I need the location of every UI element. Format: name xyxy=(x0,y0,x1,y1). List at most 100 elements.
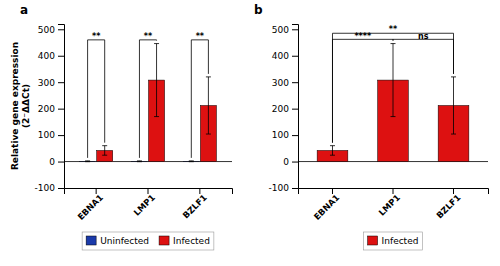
tick-label: 500 xyxy=(38,25,55,35)
error-bar xyxy=(391,44,396,117)
x-axis: EBNA1 LMP1 BZLF1 xyxy=(65,188,233,222)
significance-label: ** xyxy=(92,32,101,41)
tick-mark xyxy=(58,109,64,110)
tick-mark xyxy=(58,188,64,189)
significance-bracket xyxy=(393,39,454,74)
tick-label: BZLF1 xyxy=(434,192,462,220)
y-axis: -100 0 100 200 300 400 500 xyxy=(269,25,299,194)
tick: 0 xyxy=(283,157,298,167)
error-bar xyxy=(137,160,142,162)
panel: -1000100200300400500EBNA1LMP1BZLF1******… xyxy=(10,3,233,250)
tick: 200 xyxy=(38,104,64,114)
tick-label: 200 xyxy=(272,104,289,114)
tick-label: -100 xyxy=(269,183,290,193)
significance-bracket xyxy=(88,40,105,158)
tick: 100 xyxy=(38,130,64,140)
legend-frame xyxy=(364,232,423,250)
tick-label: 100 xyxy=(272,130,289,140)
legend-label: Uninfected xyxy=(100,236,149,246)
tick-label: 400 xyxy=(272,51,289,61)
annotations: ******ns xyxy=(332,25,453,142)
tick-label: -100 xyxy=(35,183,56,193)
tick: LMP1 xyxy=(132,188,158,218)
tick-label: 0 xyxy=(283,157,289,167)
bar-series xyxy=(317,44,469,162)
significance-bracket xyxy=(332,39,393,142)
tick: 500 xyxy=(38,25,64,35)
annotations: ** ** ** xyxy=(88,32,209,158)
legend-label: Infected xyxy=(382,236,419,246)
legend: Uninfected Infected xyxy=(82,232,214,250)
significance-bracket xyxy=(332,33,453,142)
error-bar xyxy=(85,160,90,162)
tick-mark xyxy=(292,109,298,110)
error-bar xyxy=(206,77,211,134)
y-axis-title: (2⁻ΔΔCt) xyxy=(21,84,31,128)
tick-label: LMP1 xyxy=(377,192,403,218)
tick: EBNA1 xyxy=(312,188,342,222)
y-axis-title: Relative gene expression xyxy=(10,42,20,170)
significance-bracket xyxy=(139,40,156,158)
tick: 100 xyxy=(272,130,298,140)
legend-label: Infected xyxy=(173,236,210,246)
plot-area xyxy=(298,44,488,162)
chart-container: -1000100200300400500EBNA1LMP1BZLF1******… xyxy=(0,0,500,266)
bar xyxy=(80,161,96,162)
tick: EBNA1 xyxy=(75,188,105,222)
tick-mark xyxy=(58,82,64,83)
tick-label: EBNA1 xyxy=(312,192,342,222)
tick-mark xyxy=(292,162,298,163)
tick: 300 xyxy=(272,78,298,88)
significance-label: ** xyxy=(196,32,205,41)
tick: BZLF1 xyxy=(181,188,209,220)
tick: 500 xyxy=(272,25,298,35)
tick-mark xyxy=(292,29,298,30)
chart-svg: -1000100200300400500EBNA1LMP1BZLF1******… xyxy=(0,0,500,266)
tick: 400 xyxy=(38,51,64,61)
error-bar xyxy=(451,77,456,134)
legend-item: Infected xyxy=(159,236,210,246)
tick: -100 xyxy=(35,183,64,193)
tick-mark xyxy=(58,162,64,163)
y-axis: -100 0 100 200 300 400 500 xyxy=(35,25,65,194)
error-bar xyxy=(189,160,194,162)
tick-label: 0 xyxy=(49,157,55,167)
tick-label: LMP1 xyxy=(132,192,158,218)
bar-series xyxy=(97,44,217,162)
tick-mark xyxy=(58,135,64,136)
tick: 400 xyxy=(272,51,298,61)
tick-mark xyxy=(292,188,298,189)
significance-bracket xyxy=(191,40,208,158)
tick: LMP1 xyxy=(377,188,403,218)
significance-label: ** xyxy=(389,25,398,34)
tick-mark xyxy=(292,82,298,83)
legend-frame xyxy=(82,232,214,250)
bar xyxy=(183,161,199,162)
tick: 300 xyxy=(38,78,64,88)
tick-mark xyxy=(292,135,298,136)
panel-title: b xyxy=(254,3,263,17)
legend: Infected xyxy=(364,232,423,250)
panel-title: a xyxy=(20,3,28,17)
error-bar xyxy=(102,146,107,156)
significance-label: ** xyxy=(144,32,153,41)
tick-label: 100 xyxy=(38,130,55,140)
tick-label: 300 xyxy=(272,78,289,88)
axis-line xyxy=(58,25,65,189)
tick: -100 xyxy=(269,183,298,193)
significance-label: ns xyxy=(418,32,429,41)
tick-mark xyxy=(58,29,64,30)
tick-label: 500 xyxy=(272,25,289,35)
legend-item: Infected xyxy=(368,236,419,246)
tick: BZLF1 xyxy=(434,188,462,220)
error-bar xyxy=(330,146,335,156)
tick-label: 400 xyxy=(38,51,55,61)
tick: 200 xyxy=(272,104,298,114)
bar xyxy=(131,161,147,162)
tick: 0 xyxy=(49,157,64,167)
legend-item: Uninfected xyxy=(86,236,149,246)
x-axis: EBNA1 LMP1 BZLF1 xyxy=(299,188,489,222)
tick-label: EBNA1 xyxy=(75,192,105,222)
tick-label: 300 xyxy=(38,78,55,88)
error-bar xyxy=(154,44,159,117)
